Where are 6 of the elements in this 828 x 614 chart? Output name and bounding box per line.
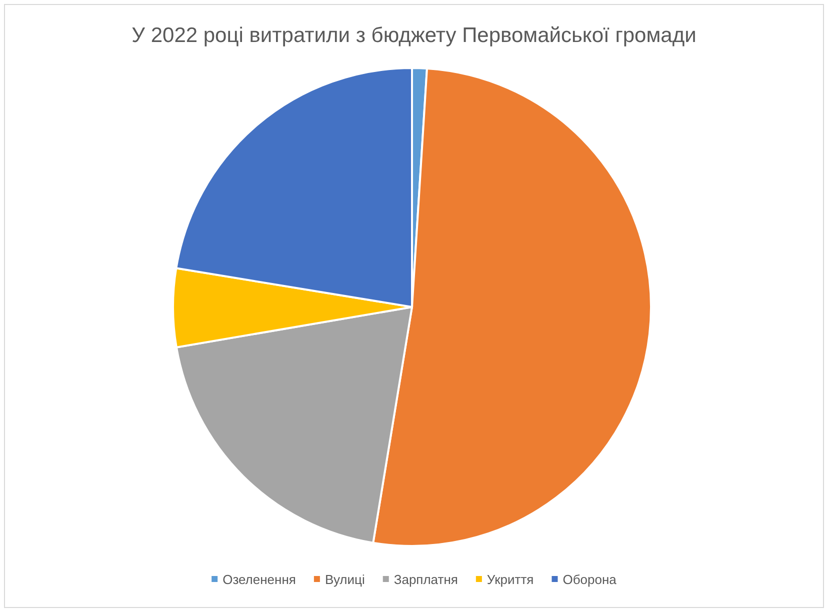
legend-label: Озеленення [222, 572, 296, 587]
legend-label: Укриття [486, 572, 534, 587]
legend-label: Зарплатня [394, 572, 458, 587]
chart-title: У 2022 році витратили з бюджету Первомайської громади [132, 24, 696, 47]
legend-label: Вулиці [324, 572, 365, 587]
legend-label: Оборона [562, 572, 618, 587]
